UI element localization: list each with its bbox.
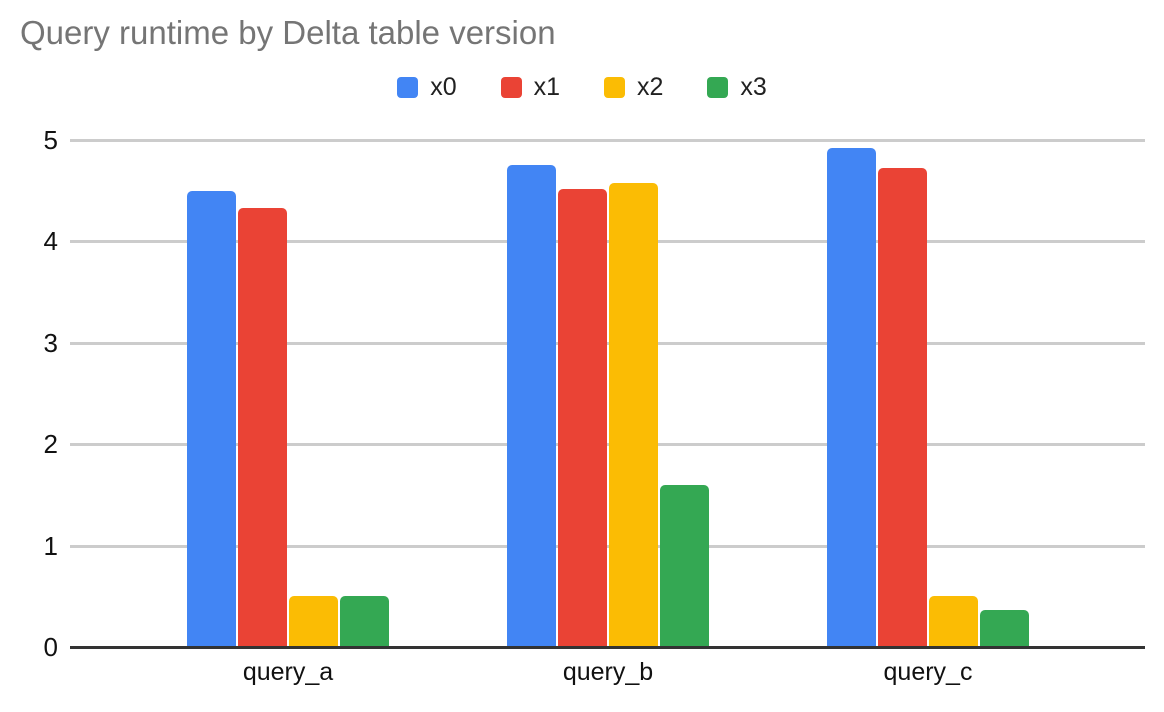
- y-axis-tick-label: 0: [43, 632, 58, 662]
- gridline-3: [70, 341, 1145, 345]
- y-axis-tick-label: 3: [43, 327, 58, 358]
- legend-label: x2: [637, 73, 664, 101]
- legend-swatch-x2: [604, 76, 625, 98]
- gridline-2: [70, 443, 1145, 447]
- bar-x3-query_c[interactable]: [980, 610, 1029, 647]
- legend-swatch-x1: [500, 76, 522, 98]
- y-axis-tick-label: 4: [43, 226, 58, 257]
- chart-legend: x0 x1 x2 x3: [0, 74, 1164, 100]
- x-axis-line: [70, 646, 1145, 649]
- legend-item-x2[interactable]: x2: [604, 74, 663, 100]
- chart-title: Query runtime by Delta table version: [20, 14, 556, 51]
- legend-item-x0[interactable]: x0: [397, 73, 457, 101]
- bar-x0-query_c[interactable]: [827, 148, 876, 647]
- x-axis-category-label: query_b: [562, 658, 654, 686]
- bar-x0-query_b[interactable]: [507, 165, 556, 647]
- x-axis-category-label: query_c: [883, 658, 973, 686]
- legend-label: x0: [430, 73, 457, 101]
- legend-swatch-x0: [397, 76, 419, 98]
- gridline-4: [70, 240, 1145, 244]
- bar-x2-query_c[interactable]: [929, 596, 978, 647]
- y-axis-tick-label: 2: [43, 429, 58, 460]
- legend-label: x1: [533, 73, 560, 101]
- bar-x1-query_a[interactable]: [238, 208, 287, 647]
- gridline-1: [70, 544, 1145, 548]
- legend-item-x1[interactable]: x1: [500, 73, 560, 101]
- bar-x1-query_b[interactable]: [558, 189, 607, 647]
- bar-x0-query_a[interactable]: [187, 191, 236, 647]
- bar-x1-query_c[interactable]: [878, 168, 927, 647]
- y-axis-tick-label: 5: [43, 125, 58, 155]
- bar-x3-query_b[interactable]: [660, 485, 709, 647]
- y-axis-tick-label: 1: [43, 530, 58, 561]
- gridline-5: [70, 139, 1145, 142]
- legend-item-x3[interactable]: x3: [707, 73, 767, 101]
- legend-label: x3: [740, 73, 767, 101]
- legend-swatch-x3: [707, 76, 729, 98]
- bar-x2-query_a[interactable]: [289, 596, 338, 647]
- bar-x2-query_b[interactable]: [609, 183, 658, 647]
- x-axis-category-label: query_a: [242, 658, 334, 686]
- bar-x3-query_a[interactable]: [340, 596, 389, 647]
